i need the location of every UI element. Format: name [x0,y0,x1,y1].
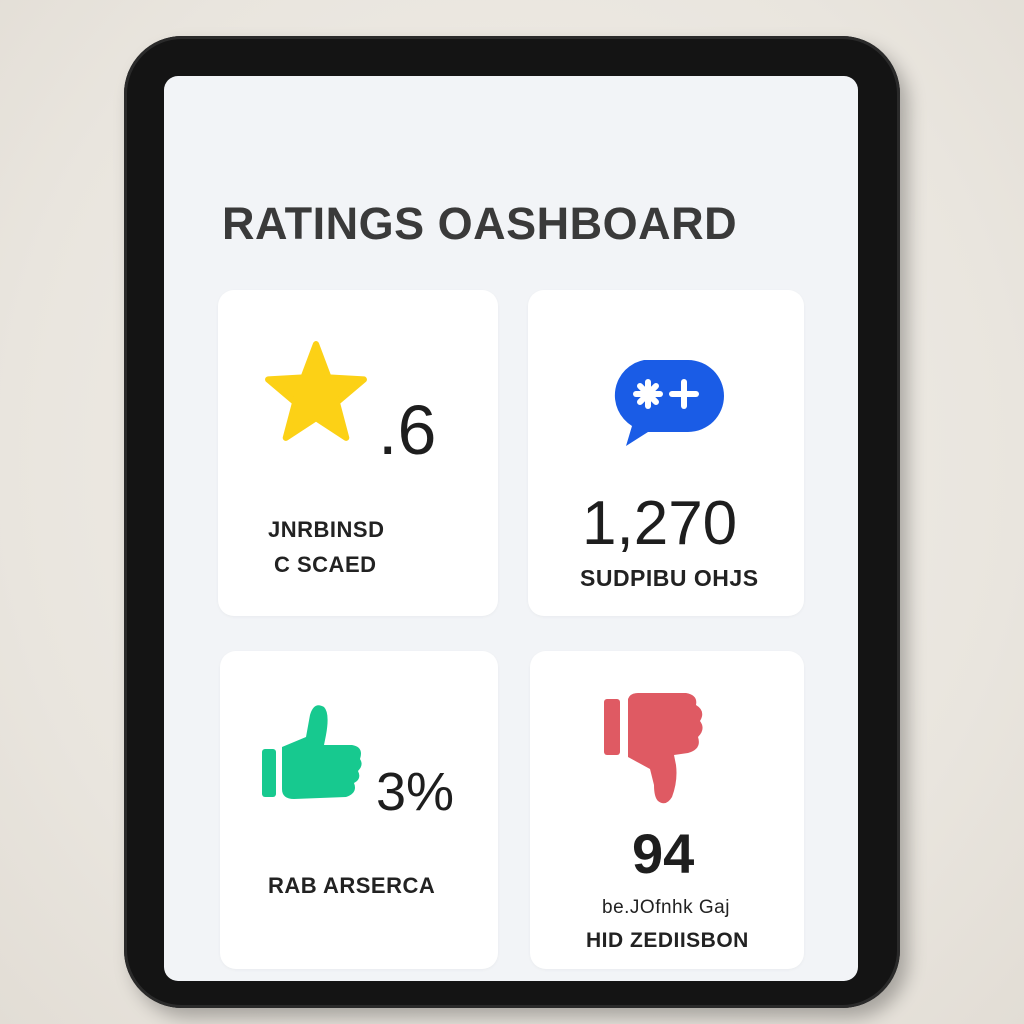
reviews-value: 1,270 [582,489,738,558]
thumbs-down-icon [602,691,708,807]
thumbs-up-icon [260,701,366,811]
rating-label-line-2: C SCAED [274,552,377,577]
rating-value: .6 [378,391,437,469]
rating-card[interactable]: .6 JNRBINSD C SCAED [218,290,498,616]
dashboard-title: RATINGS OASHBOARD [222,198,738,249]
negative-value: 94 [632,822,695,885]
positive-card[interactable]: 3% RAB ARSERCA [220,651,498,969]
tablet-device: RATINGS OASHBOARD .6 JNRBINSD C SCAED [124,36,900,1008]
reviews-card[interactable]: 1,270 SUDPIBU OHJS [528,290,804,616]
dashboard-screen: RATINGS OASHBOARD .6 JNRBINSD C SCAED [164,76,858,981]
negative-card[interactable]: 94 be.JOfnhk Gaj HID ZEDIISBON [530,651,804,969]
positive-value: 3% [376,762,455,822]
rating-label-line-1: JNRBINSD [268,517,385,542]
negative-label-line-1: be.JOfnhk Gaj [602,897,730,918]
positive-label: RAB ARSERCA [268,873,436,898]
star-icon [264,340,368,444]
reviews-label: SUDPIBU OHJS [580,565,759,591]
chat-bubble-icon [604,356,728,448]
negative-label-line-2: HID ZEDIISBON [586,929,749,952]
